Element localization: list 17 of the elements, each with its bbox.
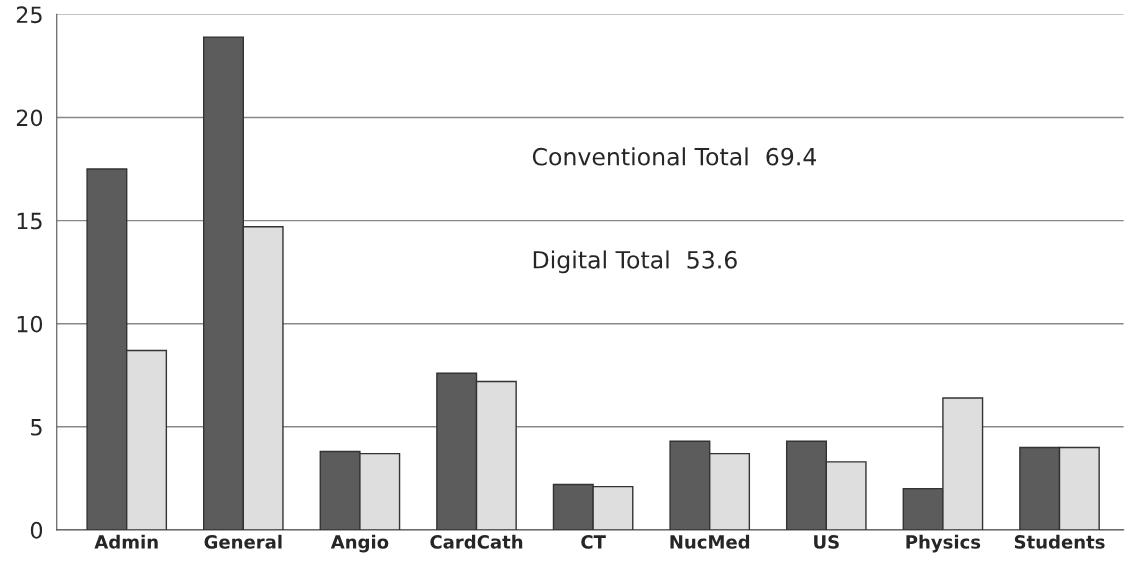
x-tick-label: US — [814, 535, 839, 549]
x-tick-label: Admin — [94, 534, 158, 549]
annotation: Digital Total 53.6 — [533, 250, 737, 274]
x-tick-label: Physics — [906, 534, 981, 553]
annotation: Conventional Total 69.4 — [532, 147, 817, 166]
x-tick-label: General — [204, 534, 282, 549]
x-tick-label: CardCath — [430, 534, 523, 549]
y-tick-label: 5 — [31, 419, 42, 436]
y-tick-label: 20 — [16, 109, 43, 127]
y-tick-label: 25 — [16, 6, 42, 24]
x-tick-label: Angio — [330, 534, 389, 553]
x-tick-label: Students — [1014, 534, 1105, 549]
y-tick-label: 0 — [30, 521, 43, 539]
y-tick-label: 10 — [17, 315, 43, 333]
x-tick-label: NucMed — [670, 534, 750, 549]
x-tick-label: CT — [581, 535, 606, 549]
y-tick-label: 15 — [17, 212, 42, 230]
